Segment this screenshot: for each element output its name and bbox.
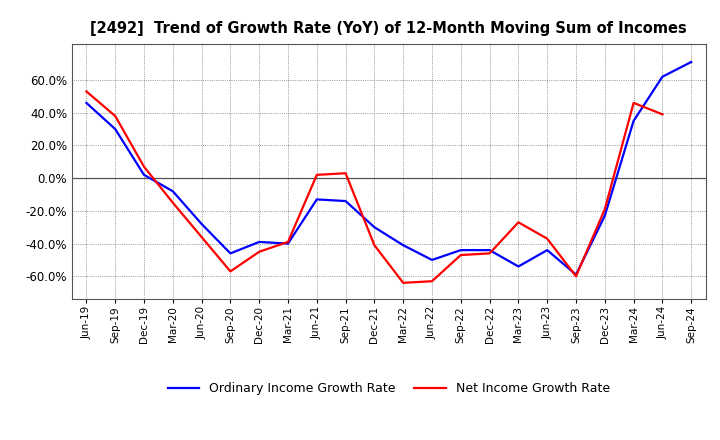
Net Income Growth Rate (572, 274, 580, 279)
Ordinary Income Growth Rate (399, 242, 408, 248)
Net Income Growth Rate (543, 236, 552, 241)
Net Income Growth Rate (140, 164, 148, 169)
Net Income Growth Rate (284, 239, 292, 245)
Ordinary Income Growth Rate (140, 172, 148, 177)
Net Income Growth Rate (428, 279, 436, 284)
Ordinary Income Growth Rate (82, 100, 91, 106)
Net Income Growth Rate (629, 100, 638, 106)
Net Income Growth Rate (111, 114, 120, 119)
Legend: Ordinary Income Growth Rate, Net Income Growth Rate: Ordinary Income Growth Rate, Net Income … (163, 377, 615, 400)
Net Income Growth Rate (82, 89, 91, 94)
Ordinary Income Growth Rate (341, 198, 350, 204)
Net Income Growth Rate (399, 280, 408, 286)
Ordinary Income Growth Rate (226, 251, 235, 256)
Title: [2492]  Trend of Growth Rate (YoY) of 12-Month Moving Sum of Incomes: [2492] Trend of Growth Rate (YoY) of 12-… (91, 21, 687, 36)
Line: Net Income Growth Rate: Net Income Growth Rate (86, 92, 662, 283)
Ordinary Income Growth Rate (370, 224, 379, 230)
Ordinary Income Growth Rate (197, 221, 206, 227)
Ordinary Income Growth Rate (629, 118, 638, 124)
Ordinary Income Growth Rate (658, 74, 667, 79)
Ordinary Income Growth Rate (111, 126, 120, 132)
Ordinary Income Growth Rate (687, 59, 696, 65)
Ordinary Income Growth Rate (428, 257, 436, 263)
Line: Ordinary Income Growth Rate: Ordinary Income Growth Rate (86, 62, 691, 275)
Ordinary Income Growth Rate (255, 239, 264, 245)
Ordinary Income Growth Rate (572, 272, 580, 277)
Net Income Growth Rate (255, 249, 264, 254)
Ordinary Income Growth Rate (543, 247, 552, 253)
Ordinary Income Growth Rate (312, 197, 321, 202)
Ordinary Income Growth Rate (600, 213, 609, 218)
Net Income Growth Rate (514, 220, 523, 225)
Ordinary Income Growth Rate (485, 247, 494, 253)
Ordinary Income Growth Rate (514, 264, 523, 269)
Ordinary Income Growth Rate (456, 247, 465, 253)
Net Income Growth Rate (168, 200, 177, 205)
Ordinary Income Growth Rate (168, 189, 177, 194)
Ordinary Income Growth Rate (284, 241, 292, 246)
Net Income Growth Rate (600, 207, 609, 212)
Net Income Growth Rate (485, 251, 494, 256)
Net Income Growth Rate (370, 242, 379, 248)
Net Income Growth Rate (658, 112, 667, 117)
Net Income Growth Rate (197, 235, 206, 240)
Net Income Growth Rate (226, 269, 235, 274)
Net Income Growth Rate (456, 253, 465, 258)
Net Income Growth Rate (341, 171, 350, 176)
Net Income Growth Rate (312, 172, 321, 177)
